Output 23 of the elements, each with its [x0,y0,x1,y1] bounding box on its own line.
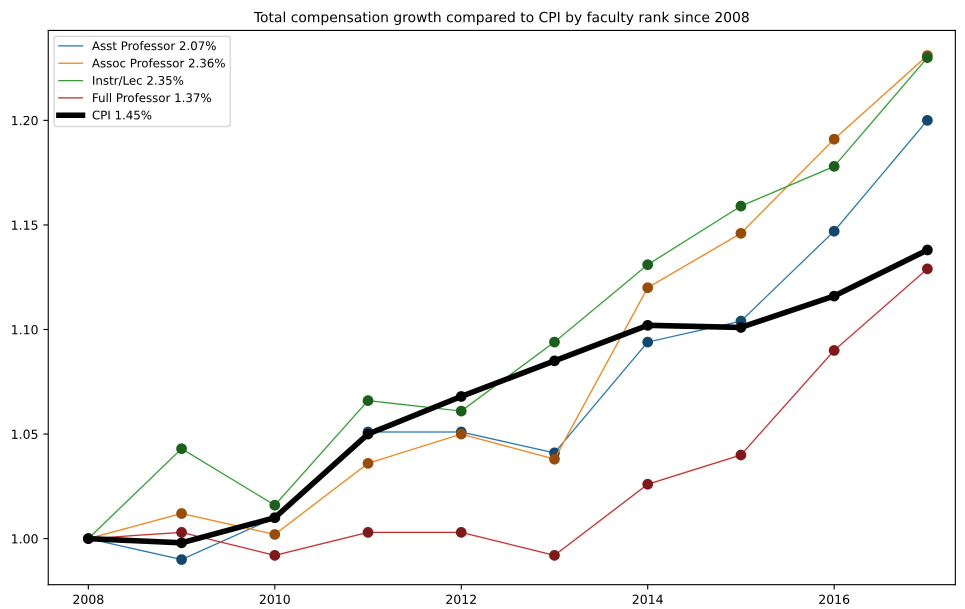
x-tick-label: 2008 [73,594,104,604]
x-tick-label: 2014 [632,594,663,604]
point [642,320,654,331]
y-tick-label: 1.10 [12,324,38,334]
chart-title: Total compensation growth compared to CPI by faculty rank since 2008 [254,12,749,26]
point [736,322,746,333]
y-tick-label: 1.15 [12,220,38,230]
legend-label: Instr/Lec 2.35% [93,76,184,86]
x-tick-label: 2010 [260,594,290,604]
point [549,356,560,366]
x-tick-label: 2012 [446,594,476,604]
point [456,391,467,402]
y-tick-label: 1.05 [12,430,38,439]
point [922,244,933,256]
x-tick-label: 2016 [819,594,850,604]
point [828,290,840,302]
y-tick-label: 1.20 [12,116,38,126]
point [176,537,187,548]
legend-label: Full Professor 1.37% [93,93,211,102]
legend-label: Assoc Professor 2.36% [92,58,225,68]
y-tick-label: 1.00 [12,534,38,544]
legend-label: Asst Professor 2.07% [92,41,216,50]
legend-label: CPI 1.45% [92,110,152,120]
